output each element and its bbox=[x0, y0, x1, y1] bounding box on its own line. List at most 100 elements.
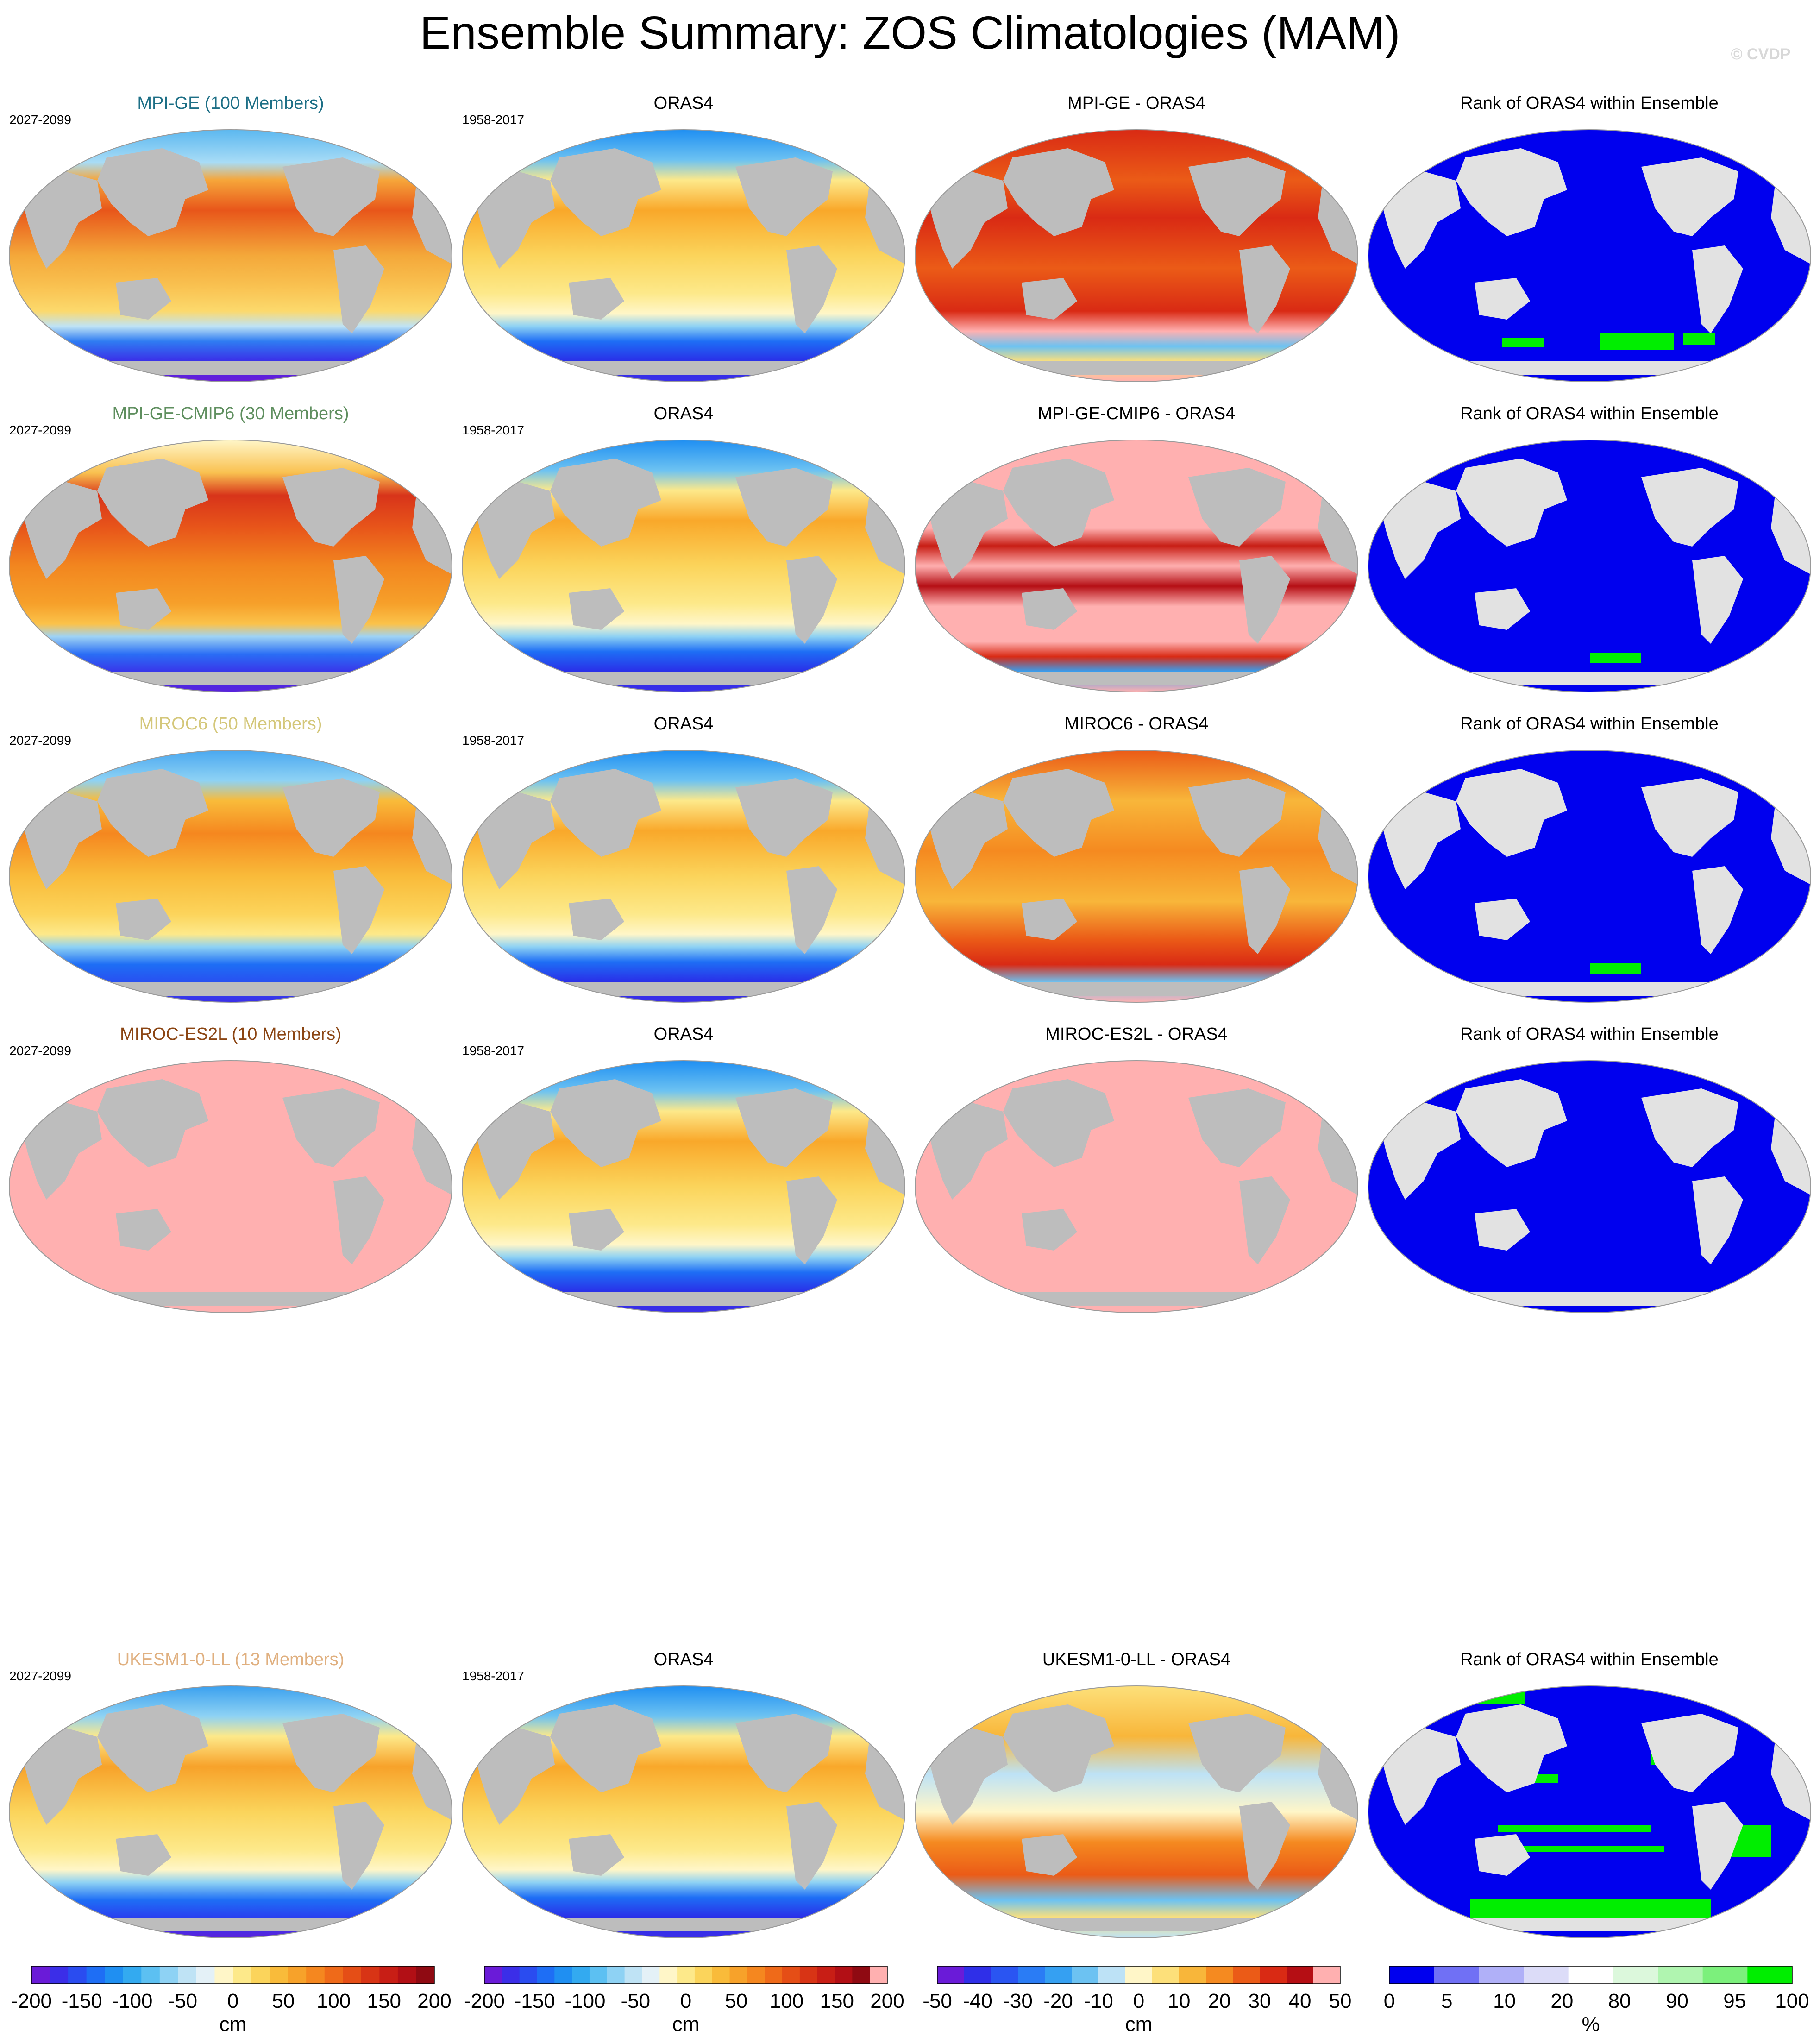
land-mask bbox=[97, 148, 208, 236]
land-mask bbox=[1003, 769, 1114, 857]
colorbar-swatch bbox=[214, 1966, 233, 1984]
rank-high-region bbox=[1498, 1825, 1651, 1832]
colorbar-tick-label: -50 bbox=[168, 1990, 197, 2012]
land-mask bbox=[786, 245, 837, 333]
colorbar-swatch bbox=[1702, 1966, 1748, 1984]
colorbar-swatch bbox=[502, 1966, 520, 1984]
obs-climatology-map bbox=[462, 750, 905, 1003]
land-mask bbox=[1475, 899, 1530, 940]
model-period-label: 2027-2099 bbox=[9, 423, 71, 437]
land-mask bbox=[333, 245, 384, 333]
land-mask bbox=[1433, 361, 1748, 375]
field-fill bbox=[462, 1061, 905, 1313]
land-mask bbox=[1641, 1088, 1738, 1167]
obs-panel-title: ORAS4 bbox=[654, 1650, 714, 1669]
colorbar-swatch bbox=[607, 1966, 625, 1984]
field-fill bbox=[915, 440, 1358, 692]
land-mask bbox=[471, 482, 555, 579]
land-mask bbox=[1239, 556, 1290, 644]
land-mask bbox=[1433, 982, 1748, 996]
land-mask bbox=[1377, 792, 1461, 889]
colorbar-tick-label: 150 bbox=[820, 1990, 854, 2012]
map-panel-grid: MPI-GE (100 Members) 2027-2099 ORAS4 1958-2… bbox=[9, 94, 1811, 1938]
colorbar-tick-label: -20 bbox=[1043, 1990, 1073, 2012]
colorbar-swatch bbox=[196, 1966, 215, 1984]
land-mask bbox=[1377, 1102, 1461, 1200]
colorbar-swatch bbox=[1179, 1966, 1206, 1984]
colorbar-tick-label: 50 bbox=[272, 1990, 295, 2012]
colorbar-swatch bbox=[1152, 1966, 1180, 1984]
land-mask bbox=[1692, 866, 1743, 954]
colorbar-tick-label: -150 bbox=[515, 1990, 555, 2012]
colorbar-tick-label: 10 bbox=[1168, 1990, 1191, 2012]
colorbar-swatch bbox=[991, 1966, 1018, 1984]
land-mask bbox=[569, 899, 624, 940]
land-mask bbox=[735, 1714, 833, 1792]
globe-outline bbox=[1368, 129, 1811, 382]
model-climatology-map bbox=[9, 129, 452, 382]
colorbar-swatch bbox=[484, 1966, 502, 1984]
land-mask bbox=[980, 1292, 1295, 1306]
land-mask bbox=[1433, 1918, 1748, 1931]
colorbar-swatch bbox=[712, 1966, 730, 1984]
colorbar-swatch bbox=[519, 1966, 537, 1984]
colorbar-unit-label: % bbox=[1582, 2013, 1600, 2036]
land-mask bbox=[74, 672, 389, 685]
land-mask bbox=[1475, 1834, 1530, 1876]
globe-outline bbox=[9, 1685, 452, 1938]
land-mask bbox=[1456, 459, 1567, 547]
obs-climatology-map bbox=[462, 129, 905, 382]
colorbar-swatch bbox=[624, 1966, 642, 1984]
land-mask bbox=[1692, 556, 1743, 644]
obs-climatology-map bbox=[462, 1685, 905, 1938]
colorbar-swatch bbox=[1658, 1966, 1703, 1984]
colorbar-swatch bbox=[799, 1966, 818, 1984]
land-mask bbox=[550, 769, 661, 857]
difference-map bbox=[915, 750, 1358, 1003]
colorbar-swatch bbox=[1434, 1966, 1479, 1984]
colorbar: -200 -150 -100 -50 0 50 100 150 200 cm bbox=[464, 1966, 904, 2036]
model-period-label: 2027-2099 bbox=[9, 1044, 71, 1058]
colorbar-tick-label: 0 bbox=[680, 1990, 691, 2012]
globe-outline bbox=[9, 1060, 452, 1313]
rank-high-region bbox=[1502, 338, 1544, 347]
land-mask bbox=[116, 278, 171, 320]
land-mask bbox=[1456, 769, 1567, 857]
colorbar-swatch bbox=[361, 1966, 380, 1984]
model-panel-title: MPI-GE (100 Members) bbox=[137, 94, 324, 113]
colorbar-tick-label: 50 bbox=[1329, 1990, 1352, 2012]
land-mask bbox=[1239, 866, 1290, 954]
land-mask bbox=[569, 278, 624, 320]
rank-panel-title: Rank of ORAS4 within Ensemble bbox=[1460, 1025, 1719, 1044]
colorbar-swatch bbox=[31, 1966, 50, 1984]
land-mask bbox=[1022, 278, 1077, 320]
colorbar-swatch bbox=[1072, 1966, 1099, 1984]
land-mask bbox=[1433, 1292, 1748, 1306]
land-mask bbox=[19, 482, 102, 579]
land-mask bbox=[527, 982, 842, 996]
globe-outline bbox=[462, 1060, 905, 1313]
colorbar-swatch bbox=[554, 1966, 572, 1984]
land-mask bbox=[1641, 778, 1738, 857]
land-mask bbox=[333, 1176, 384, 1264]
difference-panel-title: MIROC6 - ORAS4 bbox=[1065, 714, 1208, 734]
colorbar-tick-label: -200 bbox=[464, 1990, 505, 2012]
land-mask bbox=[116, 899, 171, 940]
colorbar-swatch bbox=[141, 1966, 160, 1984]
figure-title: Ensemble Summary: ZOS Climatologies (MAM… bbox=[420, 7, 1400, 59]
colorbar-swatch bbox=[233, 1966, 252, 1984]
land-mask bbox=[1022, 1209, 1077, 1251]
field-fill bbox=[462, 130, 905, 382]
land-mask bbox=[74, 1918, 389, 1931]
globe-outline bbox=[462, 750, 905, 1003]
colorbar-tick-label: 100 bbox=[1775, 1990, 1809, 2012]
colorbar-tick-label: 0 bbox=[227, 1990, 238, 2012]
land-mask bbox=[116, 1834, 171, 1876]
colorbar-tick-label: 20 bbox=[1550, 1990, 1573, 2012]
obs-panel-title: ORAS4 bbox=[654, 714, 714, 734]
colorbar-swatch bbox=[1389, 1966, 1435, 1984]
colorbar-swatch bbox=[397, 1966, 416, 1984]
land-mask bbox=[1475, 278, 1530, 320]
rank-ocean bbox=[1368, 130, 1811, 382]
land-mask bbox=[924, 1102, 1008, 1200]
